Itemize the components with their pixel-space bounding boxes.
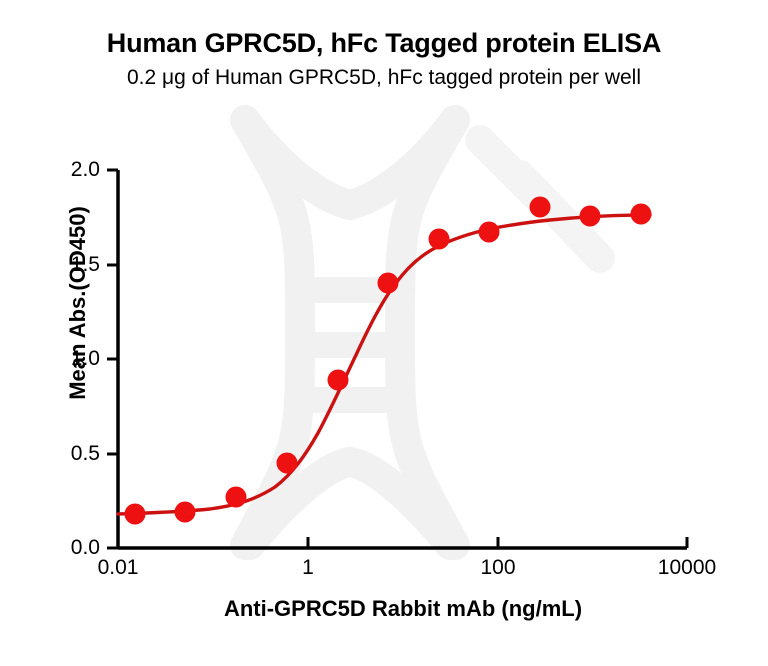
y-axis-ticks: [107, 168, 118, 550]
data-point: [225, 486, 247, 508]
fit-curve: [116, 213, 652, 516]
data-point: [377, 272, 399, 294]
data-point: [579, 205, 601, 227]
data-point: [428, 228, 450, 250]
y-tick-label-0_5: 0.5: [70, 442, 100, 465]
data-point: [630, 203, 652, 225]
data-point: [124, 503, 146, 525]
page-title: Human GPRC5D, hFc Tagged protein ELISA: [106, 28, 662, 58]
x-tick-label-1: 1: [302, 556, 314, 579]
axis-lines: [116, 170, 687, 550]
x-axis-ticks: [116, 537, 689, 548]
y-tick-label-2: 2.0: [70, 158, 100, 181]
x-axis-label: Anti-GPRC5D Rabbit mAb (ng/mL): [223, 596, 583, 621]
data-point: [174, 501, 196, 523]
data-points: [124, 196, 652, 525]
y-tick-label-0: 0.0: [70, 536, 100, 559]
x-tick-label-10000: 10000: [657, 556, 717, 579]
data-point: [327, 369, 349, 391]
data-point: [529, 196, 551, 218]
y-axis-label: Mean Abs.(OD450): [65, 206, 90, 400]
data-point: [276, 452, 298, 474]
chart-subtitle: 0.2 μg of Human GPRC5D, hFc tagged prote…: [126, 66, 642, 89]
y-tick-label-1_5: 1.5: [70, 253, 100, 276]
x-tick-label-0_01: 0.01: [97, 556, 139, 579]
x-tick-label-100: 100: [480, 556, 516, 579]
data-point: [478, 221, 500, 243]
y-tick-label-1: 1.0: [70, 347, 100, 370]
